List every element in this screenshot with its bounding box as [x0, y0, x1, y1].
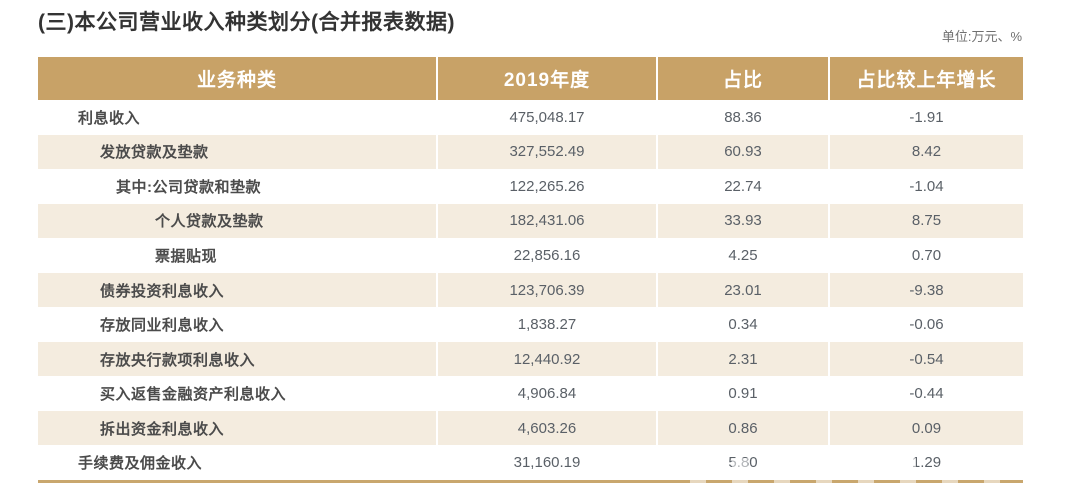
row-yoy-change: -0.54	[909, 350, 944, 368]
section-title: (三)本公司营业收入种类划分(合并报表数据)	[38, 11, 455, 34]
table-row: 买入返售金融资产利息收入 4,906.84 0.91 -0.44	[38, 376, 1023, 411]
row-yoy-change: 1.29	[911, 454, 942, 472]
row-label: 票据贴现	[38, 238, 438, 273]
table-row: 个人贷款及垫款 182,431.06 33.93 8.75	[38, 203, 1023, 239]
row-amount-2019: 122,265.26	[438, 169, 658, 204]
table-row: 其中:公司贷款和垫款 122,265.26 22.74 -1.04	[38, 169, 1023, 204]
row-yoy-change: -1.04	[909, 177, 944, 195]
row-yoy-change: 8.75	[911, 212, 942, 230]
row-share: 88.36	[658, 100, 830, 135]
column-header-yoy-change: 占比较上年增长	[856, 70, 997, 91]
row-share: 0.91	[658, 376, 830, 411]
unit-note: 单位:万元、%	[941, 29, 1022, 44]
row-amount-2019: 22,856.16	[438, 238, 658, 273]
row-share: 0.86	[658, 410, 830, 446]
row-amount-2019: 12,440.92	[438, 341, 658, 377]
table-header-row: 业务种类 2019年度 占比 占比较上年增长	[38, 57, 1023, 100]
row-label: 手续费及佣金收入	[38, 445, 438, 481]
row-yoy-change: 0.70	[911, 246, 942, 264]
row-label: 存放央行款项利息收入	[38, 341, 438, 377]
row-amount-2019: 327,552.49	[438, 134, 658, 170]
row-label: 债券投资利息收入	[38, 272, 438, 308]
row-yoy-change: 8.42	[911, 143, 942, 161]
revenue-breakdown-table: 业务种类 2019年度 占比 占比较上年增长 利息收入 475,048.17 8…	[38, 57, 1023, 483]
column-header-business-type: 业务种类	[38, 57, 438, 100]
table-row: 手续费及佣金收入 31,160.19 5.80 1.29	[38, 445, 1023, 481]
row-label: 买入返售金融资产利息收入	[38, 376, 438, 411]
row-label: 发放贷款及垫款	[38, 134, 438, 170]
column-header-2019-amount: 2019年度	[438, 57, 658, 100]
row-label: 存放同业利息收入	[38, 307, 438, 342]
row-amount-2019: 4,603.26	[438, 410, 658, 446]
row-label: 拆出资金利息收入	[38, 410, 438, 446]
row-amount-2019: 182,431.06	[438, 203, 658, 239]
row-label: 个人贷款及垫款	[38, 203, 438, 239]
table-body: 利息收入 475,048.17 88.36 -1.91 发放贷款及垫款 327,…	[38, 100, 1023, 481]
row-share: 22.74	[658, 169, 830, 204]
row-label: 利息收入	[38, 100, 438, 135]
table-row: 利息收入 475,048.17 88.36 -1.91	[38, 100, 1023, 135]
row-share: 4.25	[658, 238, 830, 273]
table-row: 发放贷款及垫款 327,552.49 60.93 8.42	[38, 134, 1023, 170]
table-row: 存放央行款项利息收入 12,440.92 2.31 -0.54	[38, 341, 1023, 377]
row-share: 33.93	[658, 203, 830, 239]
row-yoy-change: -0.06	[909, 316, 944, 334]
row-yoy-change: -9.38	[909, 281, 944, 299]
row-amount-2019: 123,706.39	[438, 272, 658, 308]
row-share: 5.80	[658, 445, 830, 481]
column-header-share: 占比	[658, 57, 830, 100]
row-share: 0.34	[658, 307, 830, 342]
row-share: 2.31	[658, 341, 830, 377]
row-share: 23.01	[658, 272, 830, 308]
table-row: 拆出资金利息收入 4,603.26 0.86 0.09	[38, 410, 1023, 446]
row-yoy-change: -1.91	[909, 108, 944, 126]
table-row: 票据贴现 22,856.16 4.25 0.70	[38, 238, 1023, 273]
row-amount-2019: 31,160.19	[438, 445, 658, 481]
table-row: 存放同业利息收入 1,838.27 0.34 -0.06	[38, 307, 1023, 342]
row-amount-2019: 4,906.84	[438, 376, 658, 411]
row-amount-2019: 1,838.27	[438, 307, 658, 342]
row-amount-2019: 475,048.17	[438, 100, 658, 135]
table-row: 债券投资利息收入 123,706.39 23.01 -9.38	[38, 272, 1023, 308]
row-label: 其中:公司贷款和垫款	[38, 169, 438, 204]
row-share: 60.93	[658, 134, 830, 170]
row-yoy-change: -0.44	[909, 385, 944, 403]
row-yoy-change: 0.09	[911, 419, 942, 437]
